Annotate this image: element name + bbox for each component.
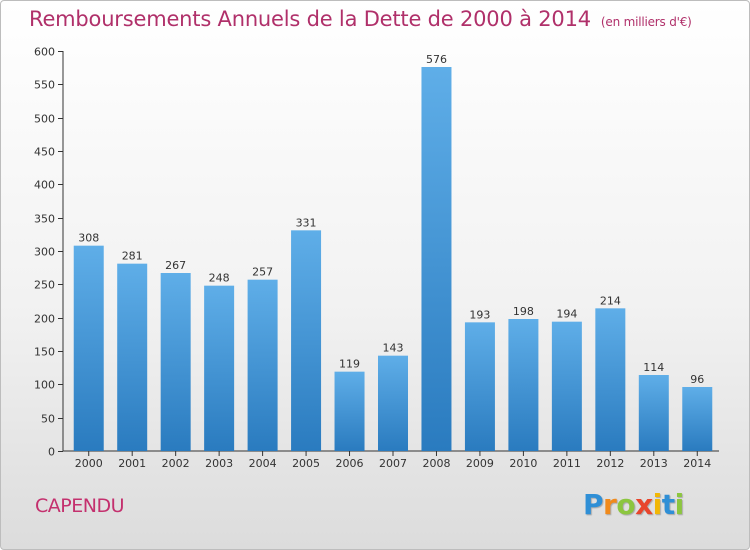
bar-value-label: 194 — [556, 308, 577, 321]
bar — [595, 308, 626, 451]
x-tick-label: 2009 — [466, 457, 494, 470]
bar-value-label: 257 — [252, 266, 273, 279]
y-tick-label: 250 — [34, 279, 55, 292]
bar-value-label: 143 — [383, 342, 404, 355]
y-tick-label: 450 — [34, 146, 55, 159]
brand-logo-letter: r — [603, 488, 617, 521]
x-tick-label: 2002 — [162, 457, 190, 470]
bar — [334, 371, 365, 451]
bar — [464, 322, 495, 451]
x-tick-label: 2000 — [75, 457, 103, 470]
x-tick-label: 2003 — [205, 457, 233, 470]
x-tick-label: 2011 — [553, 457, 581, 470]
bar-value-label: 308 — [78, 232, 99, 245]
x-tick-label: 2013 — [640, 457, 668, 470]
bar-value-label: 114 — [643, 361, 664, 374]
x-tick-label: 2007 — [379, 457, 407, 470]
bar-value-label: 214 — [600, 294, 621, 307]
y-tick-label: 500 — [34, 113, 55, 126]
bar — [117, 263, 148, 451]
y-tick-label: 200 — [34, 313, 55, 326]
bar-value-label: 193 — [469, 308, 490, 321]
location-label: CAPENDU — [35, 495, 124, 517]
y-tick-label: 50 — [41, 413, 55, 426]
y-tick-label: 600 — [34, 46, 55, 59]
bar — [160, 273, 191, 451]
y-tick-label: 300 — [34, 246, 55, 259]
bar-value-label: 267 — [165, 259, 186, 272]
chart-title: Remboursements Annuels de la Dette de 20… — [29, 7, 692, 31]
chart-subtitle: (en milliers d'€) — [600, 15, 692, 29]
bar — [291, 230, 322, 451]
bar-value-label: 281 — [122, 250, 143, 263]
bar-value-label: 576 — [426, 53, 447, 66]
brand-logo-letter: i — [674, 488, 685, 521]
brand-logo-letter: x — [635, 488, 653, 521]
brand-logo-letter: i — [652, 488, 663, 521]
bar-value-label: 96 — [690, 373, 704, 386]
brand-logo-letter: P — [583, 488, 604, 521]
bar — [508, 319, 539, 451]
bar — [378, 355, 408, 451]
x-tick-label: 2004 — [249, 457, 277, 470]
y-tick-label: 550 — [34, 79, 55, 92]
x-tick-label: 2005 — [292, 457, 320, 470]
y-tick-label: 150 — [34, 346, 55, 359]
bar-value-label: 119 — [339, 358, 360, 371]
y-tick-label: 350 — [34, 213, 55, 226]
x-tick-label: 2014 — [683, 457, 711, 470]
bar-value-label: 198 — [513, 305, 534, 318]
x-tick-label: 2001 — [118, 457, 146, 470]
chart-title-text: Remboursements Annuels de la Dette de 20… — [29, 7, 591, 31]
brand-logo: Proxiti — [583, 488, 684, 521]
x-tick-label: 2012 — [596, 457, 624, 470]
x-tick-label: 2010 — [509, 457, 537, 470]
x-tick-label: 2006 — [336, 457, 364, 470]
brand-logo-letter: o — [616, 488, 636, 521]
y-tick-label: 0 — [48, 446, 55, 459]
bar-value-label: 331 — [296, 216, 317, 229]
x-tick-label: 2008 — [422, 457, 450, 470]
bar — [421, 67, 452, 451]
bar — [247, 279, 278, 451]
y-tick-label: 400 — [34, 179, 55, 192]
bar — [682, 387, 713, 451]
brand-logo-letter: t — [661, 488, 675, 521]
bar — [73, 245, 104, 451]
bar — [204, 285, 235, 451]
bar-value-label: 248 — [209, 272, 230, 285]
y-tick-label: 100 — [34, 379, 55, 392]
bar — [638, 375, 669, 451]
bar — [551, 321, 582, 451]
